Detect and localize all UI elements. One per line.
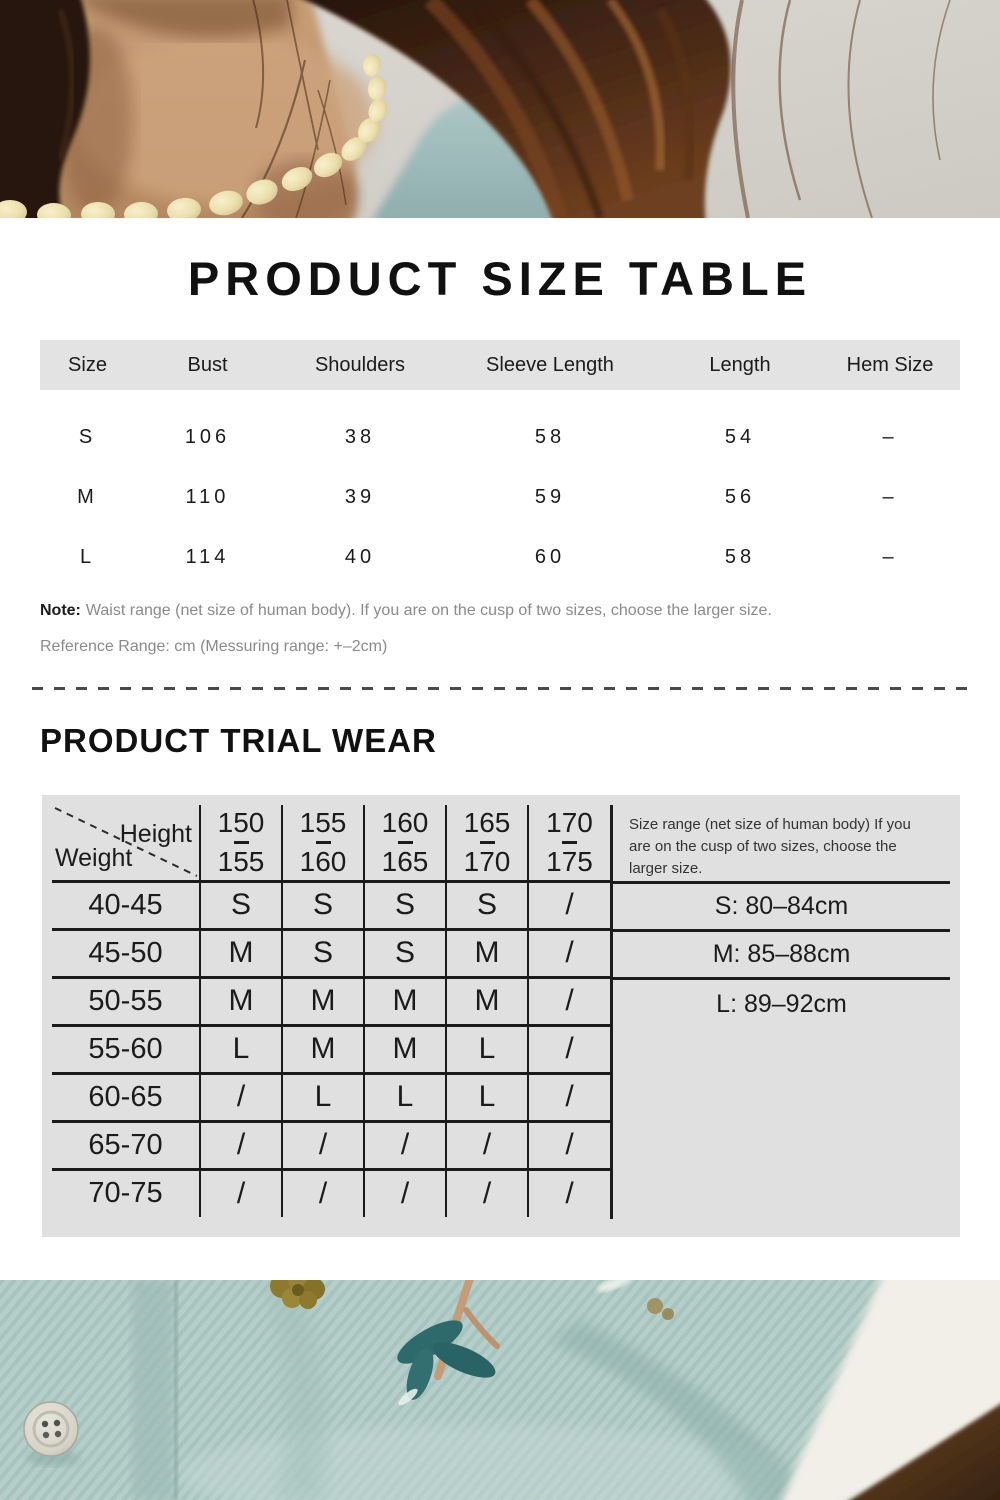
value-bust: 106 bbox=[184, 425, 231, 448]
hair-streaks bbox=[424, 0, 696, 218]
column-sleeve-length: Sleeve Length bbox=[486, 353, 614, 376]
range-dash bbox=[479, 840, 495, 844]
size-note: Note: Waist range (net size of human body… bbox=[40, 601, 970, 622]
trial-row-65-70: 65-70 / / / / / bbox=[52, 1119, 610, 1171]
height-col-160-165: 160 165 bbox=[363, 805, 447, 883]
trial-grid-table: Height Weight 150 155 155 160 160 165 bbox=[52, 805, 610, 1217]
value-hem: – bbox=[882, 425, 898, 448]
column-length: Length bbox=[709, 353, 771, 376]
size-range-s: S: 80–84cm bbox=[613, 884, 950, 932]
height-label: Height bbox=[119, 820, 192, 848]
reference-note: Reference Range: cm (Messuring range: +–… bbox=[40, 638, 388, 655]
size-row-m: M 110 39 59 56 – bbox=[40, 467, 960, 527]
trial-wear-title: PRODUCT TRIAL WEAR bbox=[40, 722, 437, 759]
placket-shade bbox=[132, 1280, 172, 1500]
value-sleeve: 60 bbox=[534, 545, 566, 568]
height-col-170-175: 170 175 bbox=[527, 805, 610, 883]
trial-row-50-55: 50-55 M M M M / bbox=[52, 975, 610, 1027]
background-corner bbox=[850, 1404, 1000, 1500]
model-photo-top bbox=[0, 0, 1000, 218]
embroidery-flower-olive bbox=[270, 1280, 325, 1309]
trial-header-row: Height Weight 150 155 155 160 160 165 bbox=[52, 805, 610, 883]
size-table-header: Size Bust Shoulders Sleeve Length Length… bbox=[40, 340, 960, 390]
hair-left bbox=[0, 0, 90, 218]
note-text: Waist range (net size of human body). If… bbox=[85, 602, 772, 619]
column-size: Size bbox=[68, 353, 107, 376]
size-range-m: M: 85–88cm bbox=[613, 932, 950, 980]
trial-wear-panel: Height Weight 150 155 155 160 160 165 bbox=[42, 795, 960, 1237]
pearl-necklace bbox=[0, 54, 388, 218]
value-bust: 114 bbox=[185, 545, 230, 568]
size-range-note: Size range (net size of human body) If y… bbox=[613, 805, 950, 884]
weight-label: Weight bbox=[55, 843, 133, 872]
range-dash bbox=[233, 840, 249, 844]
value-length: 56 bbox=[724, 485, 756, 508]
jaw-shadow bbox=[74, 0, 292, 39]
value-hem: – bbox=[882, 485, 898, 508]
trial-row-60-65: 60-65 / L L L / bbox=[52, 1071, 610, 1123]
height-weight-corner: Height Weight bbox=[52, 805, 201, 883]
page-title: PRODUCT SIZE TABLE bbox=[187, 252, 813, 305]
diagonal-dashed-line bbox=[54, 807, 198, 877]
value-sleeve: 58 bbox=[534, 425, 566, 448]
fold-shadow bbox=[550, 1320, 817, 1500]
height-col-155-160: 155 160 bbox=[281, 805, 365, 883]
size-row-s: S 106 38 58 54 – bbox=[40, 407, 960, 467]
value-size: L bbox=[79, 545, 96, 568]
value-size: S bbox=[78, 425, 97, 448]
size-table-body: S 106 38 58 54 – M 110 39 59 56 – L 114 … bbox=[40, 407, 960, 587]
column-shoulders: Shoulders bbox=[314, 353, 406, 376]
height-col-165-170: 165 170 bbox=[445, 805, 529, 883]
trial-row-70-75: 70-75 / / / / / bbox=[52, 1167, 610, 1217]
value-shoulders: 40 bbox=[344, 545, 376, 568]
trial-row-40-45: 40-45 S S S S / bbox=[52, 879, 610, 931]
range-dash bbox=[315, 840, 331, 844]
value-length: 58 bbox=[724, 545, 756, 568]
note-label: Note: bbox=[40, 602, 81, 619]
range-dash bbox=[562, 840, 577, 844]
trial-row-45-50: 45-50 M S S M / bbox=[52, 927, 610, 979]
value-shoulders: 38 bbox=[344, 425, 376, 448]
size-range-l: L: 89–92cm bbox=[716, 989, 847, 1018]
wall-strands bbox=[731, 0, 951, 218]
height-col-150-155: 150 155 bbox=[199, 805, 283, 883]
size-range-column: Size range (net size of human body) If y… bbox=[610, 805, 950, 1219]
column-bust: Bust bbox=[187, 353, 228, 376]
value-sleeve: 59 bbox=[534, 485, 566, 508]
column-hem-size: Hem Size bbox=[846, 353, 934, 376]
button bbox=[23, 1401, 80, 1466]
range-dash bbox=[397, 840, 413, 844]
value-size: M bbox=[77, 485, 98, 508]
trial-row-55-60: 55-60 L M M L / bbox=[52, 1023, 610, 1075]
embroidery-leaves-teal bbox=[397, 1320, 496, 1406]
value-shoulders: 39 bbox=[344, 485, 376, 508]
size-row-l: L 114 40 60 58 – bbox=[40, 527, 960, 587]
value-hem: – bbox=[882, 545, 898, 568]
value-bust: 110 bbox=[185, 485, 230, 508]
product-photo-bottom bbox=[0, 1280, 1000, 1500]
dashed-divider bbox=[32, 687, 968, 690]
value-length: 54 bbox=[724, 425, 756, 448]
